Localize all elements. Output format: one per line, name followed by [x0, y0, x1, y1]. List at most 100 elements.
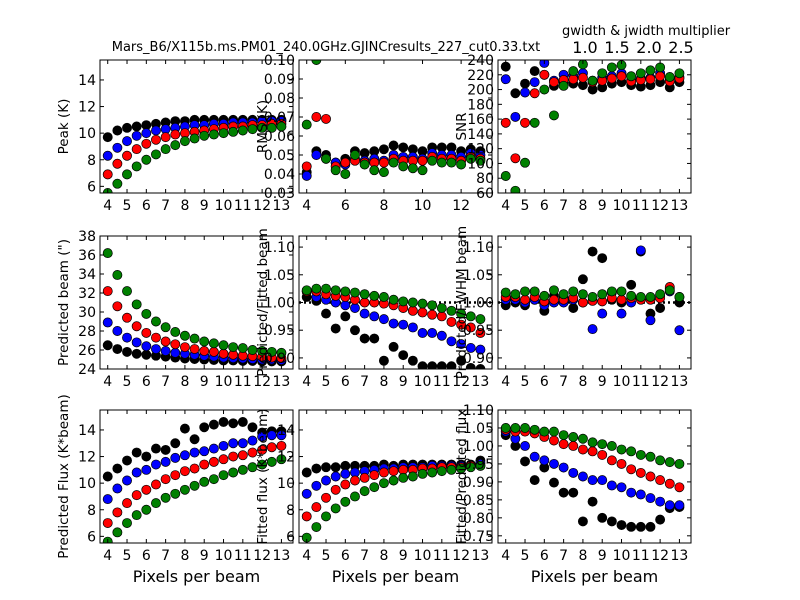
- point-series-4: [189, 480, 200, 491]
- x-tick-label: 7: [360, 548, 369, 564]
- point-series-4: [500, 171, 511, 181]
- point-series-3: [131, 144, 142, 155]
- x-tick-label: 9: [598, 374, 607, 390]
- x-tick-label: 10: [215, 548, 233, 564]
- x-tick-label: 13: [671, 374, 689, 390]
- point-series-4: [446, 305, 457, 316]
- point-series-3: [208, 456, 219, 467]
- point-series-2: [427, 328, 438, 338]
- x-tick-label: 10: [613, 548, 631, 564]
- point-series-2: [301, 488, 312, 499]
- axes-frame: [99, 235, 294, 370]
- point-series-4: [606, 62, 617, 73]
- y-tick-label: 10: [78, 126, 96, 142]
- y-tick-label: 0.90: [463, 475, 494, 491]
- point-series-2: [266, 430, 277, 441]
- point-series-4: [664, 285, 675, 296]
- point-series-2: [218, 440, 229, 451]
- point-series-2: [189, 447, 200, 458]
- y-tick-label: 80: [476, 171, 494, 187]
- point-series-4: [112, 527, 123, 538]
- point-series-4: [208, 129, 219, 140]
- point-series-1: [330, 462, 341, 473]
- point-series-4: [151, 149, 161, 160]
- point-series-2: [160, 456, 171, 467]
- point-series-3: [189, 463, 200, 474]
- point-series-2: [597, 308, 608, 319]
- point-series-1: [151, 443, 161, 454]
- point-series-1: [635, 521, 646, 532]
- point-series-4: [465, 311, 476, 322]
- y-axis-label: SNR: [454, 112, 470, 140]
- x-tick-label: 13: [671, 548, 689, 564]
- point-series-4: [170, 488, 181, 499]
- x-tick-label: 13: [472, 548, 490, 564]
- point-series-3: [465, 322, 476, 333]
- point-series-2: [407, 322, 418, 333]
- subplot-3: 4 5 6 7 8 9 10 11 12 1360801001201401601802002202…: [454, 53, 692, 214]
- point-series-4: [311, 522, 322, 532]
- point-series-4: [549, 110, 559, 121]
- point-series-1: [122, 122, 132, 133]
- point-series-4: [112, 270, 123, 280]
- data-points: [301, 60, 486, 181]
- x-tick-label: 5: [521, 374, 530, 390]
- point-series-4: [266, 346, 277, 357]
- point-series-4: [436, 303, 447, 313]
- point-series-2: [359, 308, 370, 319]
- point-series-1: [616, 520, 627, 530]
- point-series-4: [500, 287, 511, 298]
- point-series-3: [218, 454, 229, 465]
- x-tick-label: 4: [103, 198, 112, 214]
- x-tick-label: 6: [142, 374, 151, 390]
- point-series-4: [456, 159, 467, 170]
- point-series-4: [674, 68, 685, 79]
- point-series-1: [102, 340, 113, 351]
- point-series-4: [369, 165, 380, 176]
- point-series-1: [179, 423, 190, 434]
- point-series-2: [587, 324, 598, 335]
- point-series-4: [179, 136, 190, 147]
- x-tick-label: 6: [341, 548, 350, 564]
- point-series-2: [131, 130, 142, 141]
- x-tick-label: 8: [578, 548, 587, 564]
- subplot-4: 4 5 6 7 8 9 10 11 12 13 24 26 28 30 32 34 36 38 Predicted …: [56, 229, 294, 390]
- point-series-4: [350, 491, 360, 502]
- point-series-4: [558, 80, 569, 91]
- y-tick-label: 1.00: [463, 296, 494, 312]
- point-series-4: [151, 498, 161, 509]
- point-series-1: [378, 144, 389, 155]
- point-series-2: [170, 347, 181, 358]
- x-tick-label: 6: [142, 198, 151, 214]
- x-tick-label: 10: [414, 374, 432, 390]
- point-series-4: [301, 119, 312, 130]
- y-tick-label: 1.10: [463, 240, 494, 256]
- point-series-4: [510, 185, 521, 193]
- point-series-4: [558, 289, 569, 300]
- x-tick-label: 11: [433, 548, 451, 564]
- x-tick-label: 11: [234, 374, 252, 390]
- point-series-3: [228, 451, 239, 462]
- point-series-4: [427, 155, 438, 166]
- x-tick-label: 8: [180, 548, 189, 564]
- point-series-2: [330, 471, 341, 482]
- point-series-4: [520, 286, 530, 297]
- point-series-3: [122, 150, 132, 161]
- y-tick-label: 160: [467, 112, 494, 128]
- point-series-2: [510, 111, 521, 122]
- point-series-2: [141, 464, 152, 475]
- point-series-2: [276, 430, 287, 441]
- x-tick-label: 12: [452, 198, 470, 214]
- point-series-3: [131, 490, 142, 501]
- point-series-4: [218, 128, 229, 139]
- data-points: [500, 245, 685, 336]
- y-tick-label: 0.05: [264, 148, 295, 164]
- point-series-3: [577, 444, 588, 455]
- point-series-3: [179, 342, 190, 353]
- point-series-4: [407, 471, 418, 482]
- point-series-4: [539, 426, 550, 437]
- point-series-2: [398, 319, 409, 330]
- x-tick-label: 6: [341, 374, 350, 390]
- point-series-4: [141, 154, 152, 165]
- point-series-2: [635, 245, 646, 256]
